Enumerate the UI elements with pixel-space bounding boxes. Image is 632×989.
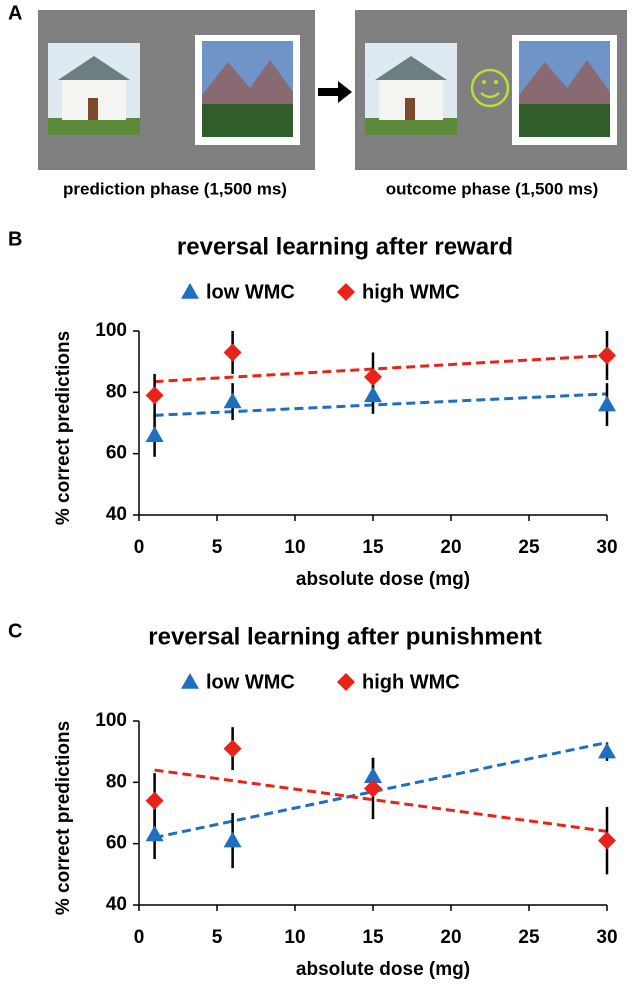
- x-tick-label: 20: [440, 927, 461, 948]
- marker: [598, 831, 616, 850]
- caption: prediction phase (1,500 ms): [63, 179, 287, 198]
- legend-label: low WMC: [206, 281, 295, 303]
- y-tick-label: 40: [106, 894, 127, 915]
- y-tick-label: 100: [95, 320, 127, 341]
- trend-line: [154, 392, 608, 417]
- marker: [223, 392, 242, 409]
- marker: [223, 739, 242, 758]
- y-axis-title: % correct predictions: [53, 721, 74, 915]
- outcome-screen: [355, 10, 627, 170]
- panel-label: C: [8, 620, 22, 642]
- x-tick-label: 15: [362, 927, 384, 948]
- trend-line: [154, 740, 608, 840]
- y-tick-label: 40: [106, 504, 127, 525]
- panel-label: B: [8, 228, 22, 250]
- x-tick-label: 10: [284, 537, 305, 558]
- x-tick-label: 30: [596, 537, 617, 558]
- marker: [598, 742, 616, 759]
- legend-marker: [181, 283, 199, 299]
- y-tick-label: 80: [106, 381, 127, 402]
- chart-title: reversal learning after reward: [177, 233, 513, 260]
- x-tick-label: 30: [596, 927, 617, 948]
- arrow: [318, 81, 352, 103]
- marker: [364, 767, 382, 783]
- legend-label: high WMC: [362, 281, 460, 303]
- x-tick-label: 0: [134, 927, 145, 948]
- x-tick-label: 25: [518, 927, 540, 948]
- x-tick-label: 0: [134, 537, 145, 558]
- marker: [364, 368, 382, 386]
- legend-label: low WMC: [206, 671, 295, 693]
- legend-marker: [181, 673, 199, 689]
- marker: [145, 791, 164, 810]
- y-axis-title: % correct predictions: [53, 331, 74, 525]
- trend-line: [154, 354, 608, 384]
- marker: [145, 386, 164, 405]
- trend-line: [154, 768, 608, 833]
- prediction-screen: [38, 10, 315, 170]
- y-tick-label: 80: [106, 771, 127, 792]
- x-tick-label: 15: [362, 537, 384, 558]
- y-tick-label: 100: [95, 710, 127, 731]
- marker: [364, 386, 382, 403]
- marker: [598, 395, 616, 412]
- x-tick-label: 20: [440, 537, 461, 558]
- x-axis-title: absolute dose (mg): [296, 569, 470, 590]
- x-tick-label: 5: [212, 927, 223, 948]
- marker: [223, 831, 242, 848]
- marker: [364, 779, 382, 798]
- legend-marker: [337, 283, 355, 301]
- chart-title: reversal learning after punishment: [148, 623, 541, 650]
- caption: outcome phase (1,500 ms): [386, 179, 599, 198]
- x-tick-label: 25: [518, 537, 540, 558]
- marker: [598, 346, 616, 365]
- legend-marker: [337, 673, 355, 691]
- marker: [145, 825, 164, 842]
- x-tick-label: 10: [284, 927, 305, 948]
- legend-label: high WMC: [362, 671, 460, 693]
- x-tick-label: 5: [212, 537, 223, 558]
- x-axis-title: absolute dose (mg): [296, 959, 470, 980]
- panel-label: A: [8, 2, 22, 24]
- marker: [145, 426, 164, 443]
- y-tick-label: 60: [106, 443, 127, 464]
- marker: [223, 343, 242, 362]
- y-tick-label: 60: [106, 833, 127, 854]
